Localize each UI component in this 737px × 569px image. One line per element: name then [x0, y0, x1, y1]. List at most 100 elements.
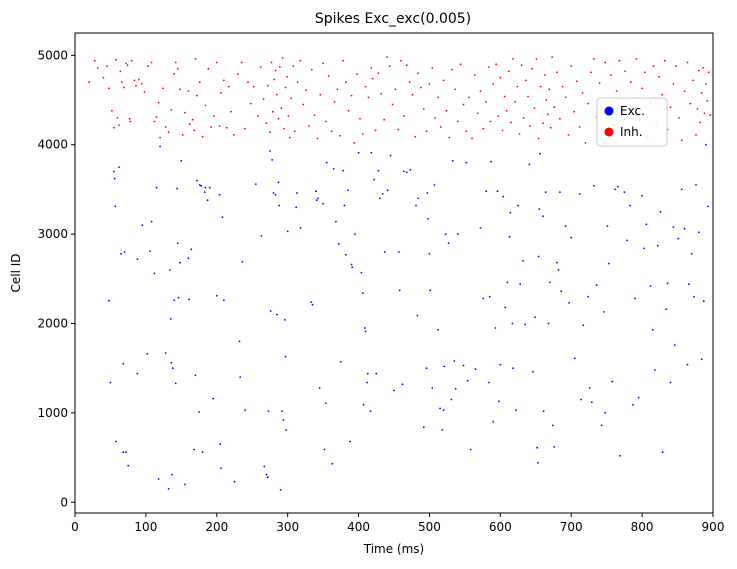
- spike-point: [128, 117, 131, 120]
- spike-point: [469, 448, 472, 451]
- spike-point: [450, 398, 453, 401]
- spike-point: [287, 115, 290, 117]
- spike-point: [323, 448, 326, 451]
- spike-point: [266, 84, 269, 87]
- spike-point: [466, 379, 469, 382]
- spike-point: [290, 97, 293, 100]
- spike-point: [157, 478, 160, 480]
- spike-point: [637, 396, 640, 399]
- spike-point: [505, 109, 508, 112]
- spike-point: [471, 137, 473, 140]
- spike-point: [595, 284, 598, 286]
- spike-point: [259, 66, 262, 68]
- spike-point: [292, 65, 295, 67]
- spike-point: [157, 101, 160, 104]
- spike-point: [153, 120, 156, 123]
- spike-point: [651, 328, 654, 331]
- spike-point: [485, 190, 488, 193]
- spike-point: [706, 100, 709, 102]
- spike-point: [479, 227, 482, 229]
- x-axis: 0 100 200 300 400 500 600 700 800 900: [71, 513, 724, 534]
- spike-point: [696, 108, 699, 110]
- spike-point: [525, 79, 527, 82]
- spike-point: [537, 255, 540, 258]
- spike-point: [590, 401, 593, 404]
- spike-point: [188, 123, 191, 126]
- spike-point: [643, 247, 646, 250]
- legend-box: [596, 97, 668, 147]
- spike-point: [462, 364, 465, 367]
- spike-point: [141, 224, 144, 227]
- spike-point: [288, 136, 291, 139]
- spike-point: [194, 374, 197, 377]
- spike-point: [629, 81, 632, 84]
- spike-point: [568, 302, 570, 304]
- spike-point: [196, 94, 198, 97]
- spike-point: [342, 59, 344, 62]
- spike-point: [473, 74, 476, 76]
- spike-point: [695, 134, 697, 136]
- spike-point: [162, 87, 164, 90]
- spike-point: [176, 242, 179, 245]
- spike-point: [584, 142, 587, 144]
- spike-point: [688, 283, 690, 286]
- spike-point: [465, 161, 468, 164]
- spike-point: [349, 440, 351, 443]
- y-tick-label: 1000: [37, 406, 68, 420]
- spike-point: [269, 131, 271, 134]
- spike-point: [559, 117, 561, 120]
- spike-point: [567, 134, 570, 136]
- spike-point: [428, 252, 431, 255]
- spike-point: [337, 243, 340, 245]
- spike-point: [656, 244, 659, 247]
- spike-point: [542, 122, 544, 125]
- spike-point: [200, 184, 203, 187]
- spike-point: [522, 260, 524, 262]
- spike-point: [184, 111, 186, 114]
- spike-point: [232, 134, 235, 136]
- spike-point: [277, 181, 280, 184]
- spike-point: [417, 72, 419, 75]
- spike-point: [238, 340, 241, 343]
- spike-point: [204, 186, 207, 189]
- spike-point: [126, 64, 129, 67]
- spike-point: [153, 272, 156, 275]
- spike-point: [610, 74, 612, 76]
- spike-point: [283, 319, 286, 321]
- spike-point: [265, 122, 268, 125]
- spike-point: [93, 59, 96, 62]
- spike-point: [556, 261, 558, 264]
- spike-point: [350, 263, 353, 266]
- spike-point: [311, 303, 314, 306]
- spike-point: [173, 73, 176, 75]
- spike-point: [669, 381, 672, 384]
- spike-point: [699, 121, 702, 124]
- spike-point: [531, 67, 534, 70]
- spike-point: [453, 360, 456, 362]
- spike-point: [405, 64, 408, 67]
- spike-point: [383, 118, 385, 121]
- spike-point: [632, 403, 634, 406]
- spike-point: [428, 83, 431, 85]
- spike-point: [462, 103, 465, 106]
- spike-point: [171, 473, 174, 476]
- spike-point: [198, 184, 201, 186]
- spike-point: [697, 231, 700, 234]
- spike-point: [502, 195, 505, 198]
- spike-point: [249, 102, 252, 105]
- spike-point: [431, 387, 434, 389]
- spike-point: [695, 184, 697, 186]
- spike-point: [296, 81, 299, 84]
- spike-point: [286, 75, 288, 78]
- series-exc: [108, 143, 709, 491]
- spike-point: [215, 61, 218, 64]
- spike-point: [344, 253, 347, 256]
- spike-point: [177, 296, 180, 299]
- spike-point: [116, 117, 119, 119]
- spike-point: [322, 202, 324, 205]
- spike-point: [427, 218, 429, 220]
- spike-point: [344, 81, 347, 84]
- spike-point: [669, 106, 672, 109]
- chart-title: Spikes Exc_exc(0.005): [315, 11, 471, 27]
- spike-point: [305, 89, 307, 92]
